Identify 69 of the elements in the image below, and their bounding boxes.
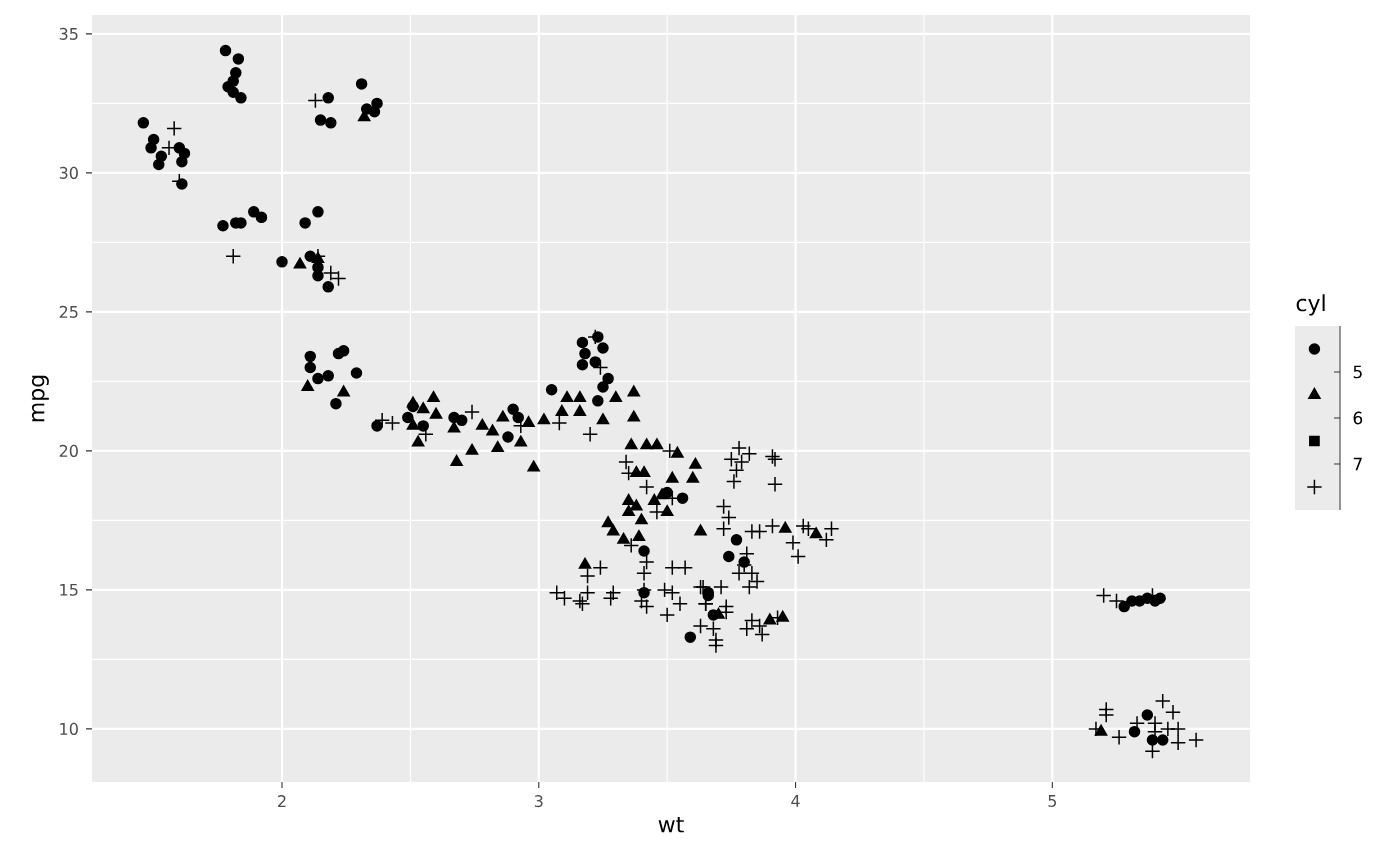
- point: [632, 529, 646, 542]
- point: [640, 438, 653, 450]
- point: [578, 557, 592, 569]
- x-tick-label: 2: [278, 795, 286, 807]
- point: [655, 488, 669, 500]
- point: [778, 521, 792, 533]
- point: [337, 385, 350, 397]
- point: [560, 390, 574, 403]
- point: [357, 110, 371, 122]
- point: [617, 532, 630, 544]
- point: [606, 524, 620, 536]
- point: [491, 440, 504, 453]
- text: 6: [1353, 411, 1363, 425]
- point: [763, 613, 777, 625]
- y-tick-label: 20: [59, 444, 78, 457]
- point: [601, 516, 615, 528]
- point: [1094, 724, 1108, 736]
- point: [476, 418, 489, 430]
- point: [624, 438, 638, 450]
- point: [671, 446, 684, 458]
- point: [609, 390, 623, 403]
- point: [537, 413, 551, 425]
- point: [450, 454, 463, 466]
- point: [776, 610, 789, 622]
- point: [514, 435, 528, 447]
- y-tick-label: 15: [60, 583, 78, 596]
- point: [635, 513, 648, 525]
- point: [427, 390, 440, 403]
- y-tick-label: 25: [59, 305, 78, 318]
- point: [694, 524, 707, 536]
- point: [622, 504, 635, 517]
- x-tick-label: 3: [534, 795, 543, 808]
- point: [411, 435, 425, 447]
- point: [406, 418, 420, 430]
- point: [496, 410, 510, 422]
- x-tick-label: 4: [791, 795, 800, 807]
- text: 5: [1353, 365, 1362, 379]
- point: [630, 499, 643, 511]
- point: [622, 493, 635, 505]
- point: [627, 385, 641, 397]
- point: [689, 457, 702, 469]
- x-tick-label: 5: [1048, 795, 1057, 807]
- text: 7: [1353, 457, 1362, 471]
- point: [686, 471, 700, 483]
- point: [666, 471, 679, 483]
- point: [465, 443, 479, 455]
- y-axis-title: mpg: [31, 375, 49, 422]
- point: [573, 390, 587, 403]
- point: [486, 424, 499, 436]
- y-tick-label: 35: [59, 27, 78, 40]
- point: [627, 410, 641, 422]
- point: [596, 413, 610, 425]
- y-tick-label: 30: [59, 166, 78, 179]
- point: [809, 527, 823, 539]
- point: [555, 404, 569, 416]
- x-axis-title: wt: [658, 816, 684, 833]
- y-tick-label: 10: [60, 722, 78, 735]
- point: [650, 438, 664, 450]
- point: [447, 421, 461, 433]
- point: [573, 404, 587, 416]
- point: [416, 402, 430, 414]
- point: [527, 460, 540, 472]
- point: [429, 407, 443, 419]
- point: [301, 379, 314, 391]
- point: [293, 257, 307, 269]
- legend-title: cyl: [1296, 294, 1325, 316]
- point: [406, 396, 420, 408]
- point: [648, 493, 661, 505]
- point: [660, 504, 674, 517]
